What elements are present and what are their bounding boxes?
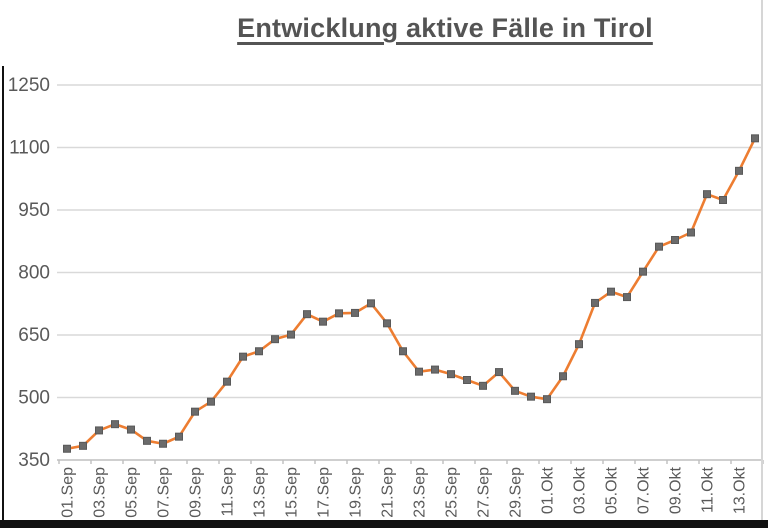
- data-point-marker: [463, 376, 471, 384]
- data-point-marker: [671, 236, 679, 244]
- x-axis-label: 23.Sep: [412, 467, 429, 518]
- data-point-marker: [735, 166, 743, 175]
- data-point-marker: [79, 441, 87, 450]
- data-point-marker: [367, 299, 375, 308]
- data-point-marker: [687, 228, 695, 237]
- y-axis-label: 1250: [8, 75, 50, 96]
- data-point-marker: [623, 293, 631, 302]
- x-axis-label: 07.Okt: [636, 466, 653, 514]
- data-point-marker: [607, 287, 615, 296]
- x-axis-label: 03.Sep: [92, 467, 109, 518]
- data-point-marker: [223, 377, 231, 386]
- data-point-marker: [287, 330, 295, 339]
- x-axis-label: 03.Okt: [572, 466, 589, 514]
- y-axis-label: 800: [18, 263, 50, 284]
- chart-title: Entwicklung aktive Fälle in Tirol: [237, 13, 653, 43]
- x-axis-label: 11.Okt: [700, 466, 717, 513]
- data-point-marker: [751, 134, 759, 143]
- y-axis-label: 950: [18, 200, 50, 221]
- left-window-border: [2, 66, 4, 520]
- data-point-marker: [479, 381, 487, 390]
- data-point-marker: [575, 340, 583, 349]
- data-point-marker: [271, 335, 279, 344]
- x-axis-label: 11.Sep: [220, 467, 237, 517]
- bottom-window-bar: [0, 520, 768, 528]
- data-point-marker: [63, 444, 71, 453]
- data-point-marker: [207, 397, 215, 406]
- data-point-marker: [559, 372, 567, 381]
- x-axis-label: 13.Okt: [732, 466, 749, 514]
- x-axis-label: 01.Sep: [60, 467, 77, 518]
- data-point-marker: [527, 392, 535, 401]
- x-axis-label: 05.Okt: [604, 466, 621, 514]
- data-point-marker: [399, 347, 407, 356]
- x-axis-label: 07.Sep: [156, 467, 173, 518]
- data-point-marker: [111, 420, 119, 429]
- data-point-marker: [639, 267, 647, 276]
- data-point-marker: [719, 196, 727, 204]
- data-point-marker: [591, 298, 599, 307]
- data-point-marker: [319, 317, 327, 326]
- y-axis-label: 350: [18, 450, 50, 471]
- y-axis-label: 1100: [9, 138, 50, 159]
- x-axis-label: 17.Sep: [316, 467, 333, 518]
- x-axis-label: 13.Sep: [252, 467, 269, 518]
- data-point-marker: [255, 347, 263, 356]
- x-axis-label: 09.Sep: [188, 467, 205, 518]
- x-axis-label: 01.Okt: [540, 466, 557, 514]
- x-axis-label: 19.Sep: [348, 467, 365, 518]
- series-line: [65, 137, 757, 451]
- data-point-marker: [655, 242, 663, 251]
- y-axis-label: 500: [18, 388, 50, 409]
- data-point-marker: [143, 436, 151, 445]
- data-point-marker: [335, 309, 343, 318]
- y-axis-label: 650: [18, 325, 50, 346]
- data-point-marker: [239, 352, 247, 361]
- x-axis-label: 27.Sep: [476, 467, 493, 518]
- data-point-marker: [159, 439, 167, 448]
- data-point-marker: [95, 426, 103, 435]
- x-axis-label: 05.Sep: [124, 467, 141, 518]
- right-window-border: [761, 0, 763, 520]
- data-point-marker: [415, 367, 423, 376]
- data-point-marker: [447, 370, 455, 379]
- x-axis-label: 29.Sep: [508, 467, 525, 518]
- x-axis-label: 15.Sep: [284, 467, 301, 518]
- data-point-marker: [495, 368, 503, 377]
- data-point-marker: [175, 432, 183, 441]
- x-axis-label: 25.Sep: [444, 467, 461, 518]
- data-point-marker: [703, 190, 711, 199]
- data-point-marker: [431, 365, 439, 374]
- data-point-marker: [543, 395, 551, 404]
- data-point-marker: [351, 308, 359, 317]
- data-point-marker: [127, 425, 135, 434]
- data-point-marker: [383, 319, 391, 328]
- data-point-marker: [303, 310, 311, 319]
- x-axis-label: 09.Okt: [668, 466, 685, 514]
- data-point-marker: [511, 386, 519, 395]
- data-point-marker: [191, 407, 199, 416]
- x-axis-label: 21.Sep: [380, 467, 397, 518]
